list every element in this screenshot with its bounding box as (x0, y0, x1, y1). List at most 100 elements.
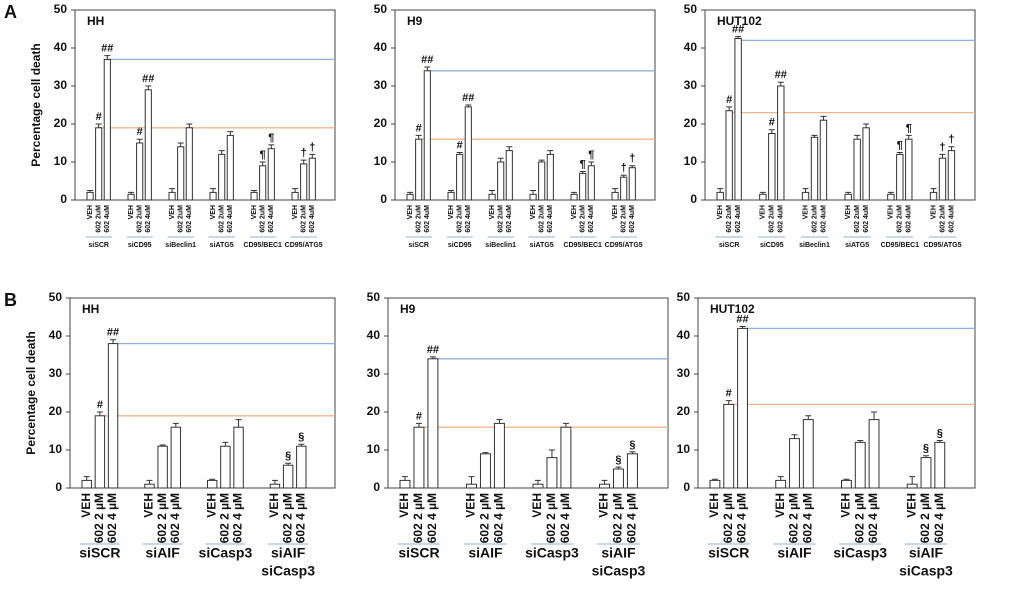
error-bar (601, 479, 608, 485)
error-bar (506, 146, 513, 151)
x-tick-label: VEH (773, 493, 787, 518)
chart-title: HH (82, 302, 99, 316)
bar (479, 453, 491, 489)
annotation: ¶ (906, 122, 912, 134)
bar (570, 193, 578, 201)
y-tick-label: 30 (49, 366, 63, 380)
bar (157, 445, 168, 489)
x-tick-label: VEH (530, 205, 537, 219)
error-bar (802, 188, 809, 193)
error-bar (227, 131, 234, 136)
plot-frame (387, 297, 669, 489)
annotation: # (726, 388, 732, 400)
x-tick-label: 602 2uM (939, 205, 946, 233)
group-label: CD95/ATG5 (605, 242, 643, 249)
x-tick-label: 602 2uM (260, 205, 267, 233)
error-bar (871, 411, 878, 420)
annotation: § (285, 450, 291, 462)
error-bar (145, 85, 152, 90)
error-bar (407, 191, 414, 195)
bar (464, 106, 472, 201)
bar (170, 426, 182, 489)
panel-label: A (4, 2, 17, 22)
group-label: siSCR (88, 242, 109, 249)
y-tick-label: 20 (684, 116, 698, 130)
group-label: siSCR (408, 242, 429, 249)
y-tick-label: 10 (49, 442, 63, 456)
bar (929, 191, 938, 201)
bar (423, 70, 431, 201)
x-tick-label: 602 4 µM (425, 493, 439, 543)
x-tick-label: 602 2 µM (852, 493, 866, 543)
annotation: § (629, 439, 635, 451)
error-bar (538, 159, 545, 162)
annotation: † (309, 141, 315, 153)
x-tick-label: 602 4uM (820, 205, 827, 233)
x-tick-label: 602 2 µM (918, 493, 932, 543)
annotation: # (416, 122, 422, 134)
annotation: ## (736, 313, 748, 325)
x-tick-label: 602 4 µM (558, 493, 572, 543)
bar (406, 193, 414, 201)
error-bar (629, 451, 636, 454)
bar (259, 165, 267, 201)
error-bar (300, 159, 307, 164)
y-tick-label: 40 (367, 328, 381, 342)
group-label: siBeclin1 (799, 242, 830, 249)
y-tick-label: 30 (677, 366, 691, 380)
error-bar (268, 144, 275, 149)
error-bar (136, 138, 143, 143)
x-tick-label: VEH (489, 205, 496, 219)
bar (493, 422, 505, 489)
annotation: ¶ (268, 132, 274, 144)
error-bar (292, 188, 299, 193)
x-tick-label: 602 4 µM (105, 493, 119, 543)
bar (415, 138, 423, 201)
annotation: § (937, 427, 943, 439)
bar (282, 464, 294, 489)
x-tick-label: VEH (169, 205, 176, 219)
bar (269, 483, 281, 489)
error-bar (905, 134, 912, 140)
error-bar (96, 411, 103, 416)
x-tick-label: 602 4uM (268, 205, 275, 233)
error-bar (456, 152, 463, 155)
group-label: siATG5 (210, 242, 234, 249)
error-bar (726, 106, 733, 111)
bar (218, 153, 226, 201)
x-tick-label: 602 2uM (416, 205, 423, 233)
annotation: † (629, 153, 635, 165)
y-tick-label: 40 (684, 40, 698, 54)
error-bar (711, 478, 718, 481)
bar (938, 157, 947, 201)
error-bar (534, 479, 541, 485)
error-bar (930, 188, 937, 193)
bar (789, 438, 800, 489)
error-bar (725, 400, 732, 405)
error-bar (739, 326, 746, 329)
error-bar (497, 157, 504, 162)
error-bar (235, 419, 242, 428)
bar (488, 193, 496, 201)
y-tick-label: 10 (367, 442, 381, 456)
bar (934, 441, 946, 489)
bar (723, 403, 735, 489)
group-label: siATG5 (530, 242, 554, 249)
x-tick-label: VEH (204, 493, 218, 518)
plot-frame (394, 9, 656, 201)
bar (209, 191, 217, 201)
error-bar (159, 444, 166, 447)
panel-label: B (4, 290, 17, 310)
error-bar (579, 171, 586, 174)
error-bar (805, 415, 812, 420)
error-bar (571, 191, 578, 195)
error-bar (820, 115, 827, 121)
bar (819, 119, 828, 201)
error-bar (146, 479, 153, 485)
x-tick-label: 602 4 µM (231, 493, 245, 543)
x-tick-label: 602 2 µM (611, 493, 625, 543)
error-bar (759, 191, 766, 195)
bar (854, 441, 866, 489)
group-label: siAIF (601, 545, 636, 561)
x-tick-label: 602 2uM (580, 205, 587, 233)
